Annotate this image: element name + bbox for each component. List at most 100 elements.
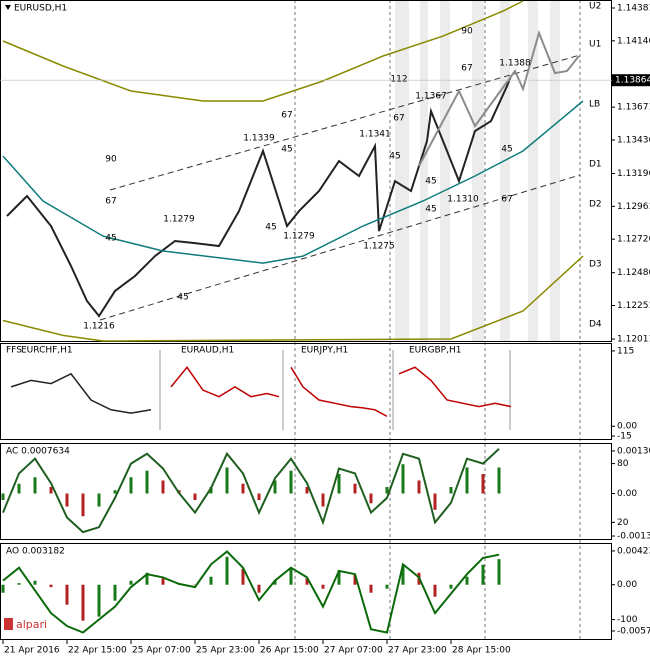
y-tick-label: 1.12486	[617, 268, 650, 278]
x-tick-label: 26 Apr 15:00	[260, 646, 319, 656]
annotation: 1.1341	[359, 129, 391, 139]
x-tick-label: 27 Apr 23:00	[388, 646, 447, 656]
annotation: 90	[461, 27, 473, 37]
histogram-bar	[353, 575, 357, 585]
histogram-bar	[449, 584, 453, 589]
annotation: 67	[501, 195, 512, 205]
annotation: 45	[501, 145, 512, 155]
ao-pane	[0, 543, 612, 640]
annotation: 67	[393, 114, 404, 124]
y-tick-label: 1.12726	[617, 235, 650, 245]
annotation: 1.1279	[283, 232, 315, 242]
y2-tick-label: 20	[617, 518, 629, 528]
channel-lines	[99, 54, 581, 321]
annotation: 90	[105, 154, 117, 164]
price-line	[2, 100, 584, 264]
series-label: EURJPY,H1	[301, 346, 348, 356]
histogram-bar	[353, 483, 357, 494]
pane-title: AO 0.003182	[6, 547, 65, 557]
histogram-bar	[161, 480, 165, 494]
y-tick-label: 115	[617, 346, 634, 356]
histogram-bar	[337, 473, 341, 494]
x-tick-label: 28 Apr 15:00	[452, 646, 511, 656]
y-tick-label: 0.001308	[617, 446, 650, 456]
annotation: 45	[265, 223, 276, 233]
annotation: 45	[425, 204, 436, 214]
y-tick-label: -0.001307	[617, 532, 650, 542]
level-label: D1	[589, 160, 602, 170]
level-label: LB	[589, 99, 600, 109]
histogram-bar	[401, 464, 405, 494]
ffs-separators	[159, 350, 511, 430]
x-tick-label: 21 Apr 2016	[4, 646, 60, 656]
histogram-bar	[465, 576, 469, 585]
annotation: 45	[389, 152, 400, 162]
annotation: 45	[281, 145, 292, 155]
histogram-bar	[65, 584, 69, 605]
annotation: 1.1339	[243, 134, 275, 144]
histogram-bar	[497, 559, 501, 585]
annotation: 67	[281, 110, 292, 120]
session-shading	[395, 1, 560, 342]
x-tick-label: 25 Apr 23:00	[196, 646, 255, 656]
y-tick-label: 1.14146	[617, 36, 650, 46]
annotation: 112	[390, 74, 407, 84]
annotation: 67	[105, 197, 116, 207]
histogram-bar	[433, 493, 437, 510]
histogram-bar	[481, 473, 485, 494]
annotation: 1.1388	[499, 59, 531, 69]
histogram-bar	[385, 584, 389, 589]
histogram-bar	[17, 483, 21, 494]
y-tick-label: 1.13436	[617, 135, 650, 145]
histogram-bar	[161, 578, 165, 585]
histogram-bar	[337, 570, 341, 585]
watermark: alpari	[16, 618, 47, 631]
level-label: D3	[589, 260, 602, 270]
histogram-bar	[225, 467, 229, 494]
y2-tick-label: -100	[617, 615, 638, 625]
last-price-label: 1.13864	[615, 76, 650, 86]
histogram-bar	[273, 580, 277, 585]
annotation: 67	[461, 64, 472, 74]
level-label: U1	[589, 40, 601, 50]
histogram-bar	[209, 486, 213, 494]
histogram-bar	[289, 568, 293, 585]
histogram-bar	[241, 483, 245, 494]
y-tick-label: 1.13196	[617, 169, 650, 179]
x-tick-label: 27 Apr 07:00	[324, 646, 383, 656]
histogram-bar	[1, 493, 5, 501]
price-line	[2, 255, 584, 342]
last-price-box	[612, 74, 650, 87]
ac-pane	[0, 443, 612, 540]
x-tick-label: 25 Apr 07:00	[132, 646, 191, 656]
histogram-bar	[305, 486, 309, 494]
y2-tick-label: 80	[617, 459, 629, 469]
histogram-bar	[17, 583, 21, 585]
series-label: EURGBP,H1	[409, 346, 461, 356]
histogram-bar	[289, 470, 293, 494]
histogram-bar	[257, 584, 261, 593]
histogram-bar	[449, 486, 453, 494]
logo-mark	[4, 618, 13, 630]
histogram-bar	[225, 556, 229, 585]
ffs-pane	[0, 343, 612, 440]
histogram-bar	[33, 477, 37, 494]
pane-title: FFS	[6, 346, 22, 356]
annotation: 1.1367	[415, 91, 447, 101]
oscillator-line	[2, 550, 500, 634]
histogram-bar	[417, 480, 421, 494]
histogram-bar	[145, 572, 149, 585]
histogram-bar	[209, 576, 213, 585]
y-tick-label: 0.00	[617, 422, 637, 432]
x-tick-label: 22 Apr 15:00	[68, 646, 127, 656]
histogram-bar	[273, 480, 277, 494]
y-tick-label: 0.00	[617, 580, 637, 590]
y-tick-label: -15	[617, 432, 632, 442]
annotation: 45	[425, 177, 436, 187]
histogram-bar	[481, 564, 485, 585]
